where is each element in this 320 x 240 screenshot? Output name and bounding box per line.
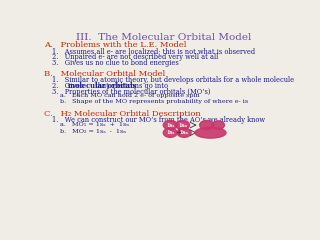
Text: 2.   Unpaired e- are not described very well at all: 2. Unpaired e- are not described very we… bbox=[52, 54, 219, 61]
Text: 1sₙ: 1sₙ bbox=[178, 123, 187, 127]
Text: III.  The Molecular Orbital Model: III. The Molecular Orbital Model bbox=[76, 33, 252, 42]
Text: 1.   Similar to atomic theory, but develops orbitals for a whole molecule: 1. Similar to atomic theory, but develop… bbox=[52, 76, 294, 84]
Text: C.   H₂ Molecular Orbital Description: C. H₂ Molecular Orbital Description bbox=[44, 110, 201, 118]
Ellipse shape bbox=[176, 120, 189, 130]
Text: molecular orbitals: molecular orbitals bbox=[68, 82, 136, 90]
Text: 1sₐ: 1sₐ bbox=[166, 130, 174, 135]
Text: b.   Shape of the MO represents probability of where e- is: b. Shape of the MO represents probabilit… bbox=[60, 99, 248, 104]
Text: 1sₙ: 1sₙ bbox=[180, 130, 188, 135]
Text: 3.   Properties of the molecular orbitals (MO’s): 3. Properties of the molecular orbitals … bbox=[52, 88, 211, 96]
Ellipse shape bbox=[163, 120, 177, 130]
Text: 3.   Gives us no clue to bond energies: 3. Gives us no clue to bond energies bbox=[52, 59, 179, 67]
Text: B.   Molecular Orbital Model: B. Molecular Orbital Model bbox=[44, 70, 165, 78]
Text: that electrons go into: that electrons go into bbox=[93, 82, 168, 90]
Ellipse shape bbox=[163, 128, 177, 137]
Text: b.   MO₂ = 1sₐ  -  1sₙ: b. MO₂ = 1sₐ - 1sₙ bbox=[60, 128, 126, 133]
Text: a.   MO₁ = 1sₐ  +  1sₙ: a. MO₁ = 1sₐ + 1sₙ bbox=[60, 122, 129, 127]
Text: 1sₐ: 1sₐ bbox=[166, 123, 174, 127]
Ellipse shape bbox=[200, 120, 214, 130]
Ellipse shape bbox=[195, 127, 226, 138]
Text: 1.   We can construct our MO’s from the AO’s we already know: 1. We can construct our MO’s from the AO… bbox=[52, 116, 265, 124]
Ellipse shape bbox=[177, 128, 191, 137]
Ellipse shape bbox=[212, 121, 224, 129]
Text: A.   Problems with the L.E. Model: A. Problems with the L.E. Model bbox=[44, 41, 186, 49]
Text: 2.   Gives: 2. Gives bbox=[52, 82, 86, 90]
Text: +: + bbox=[176, 128, 182, 137]
Text: 1.   Assumes all e- are localized; this is not what is observed: 1. Assumes all e- are localized; this is… bbox=[52, 48, 256, 56]
Text: a.   Each MO can hold 2 e- of opposite spin: a. Each MO can hold 2 e- of opposite spi… bbox=[60, 94, 200, 98]
